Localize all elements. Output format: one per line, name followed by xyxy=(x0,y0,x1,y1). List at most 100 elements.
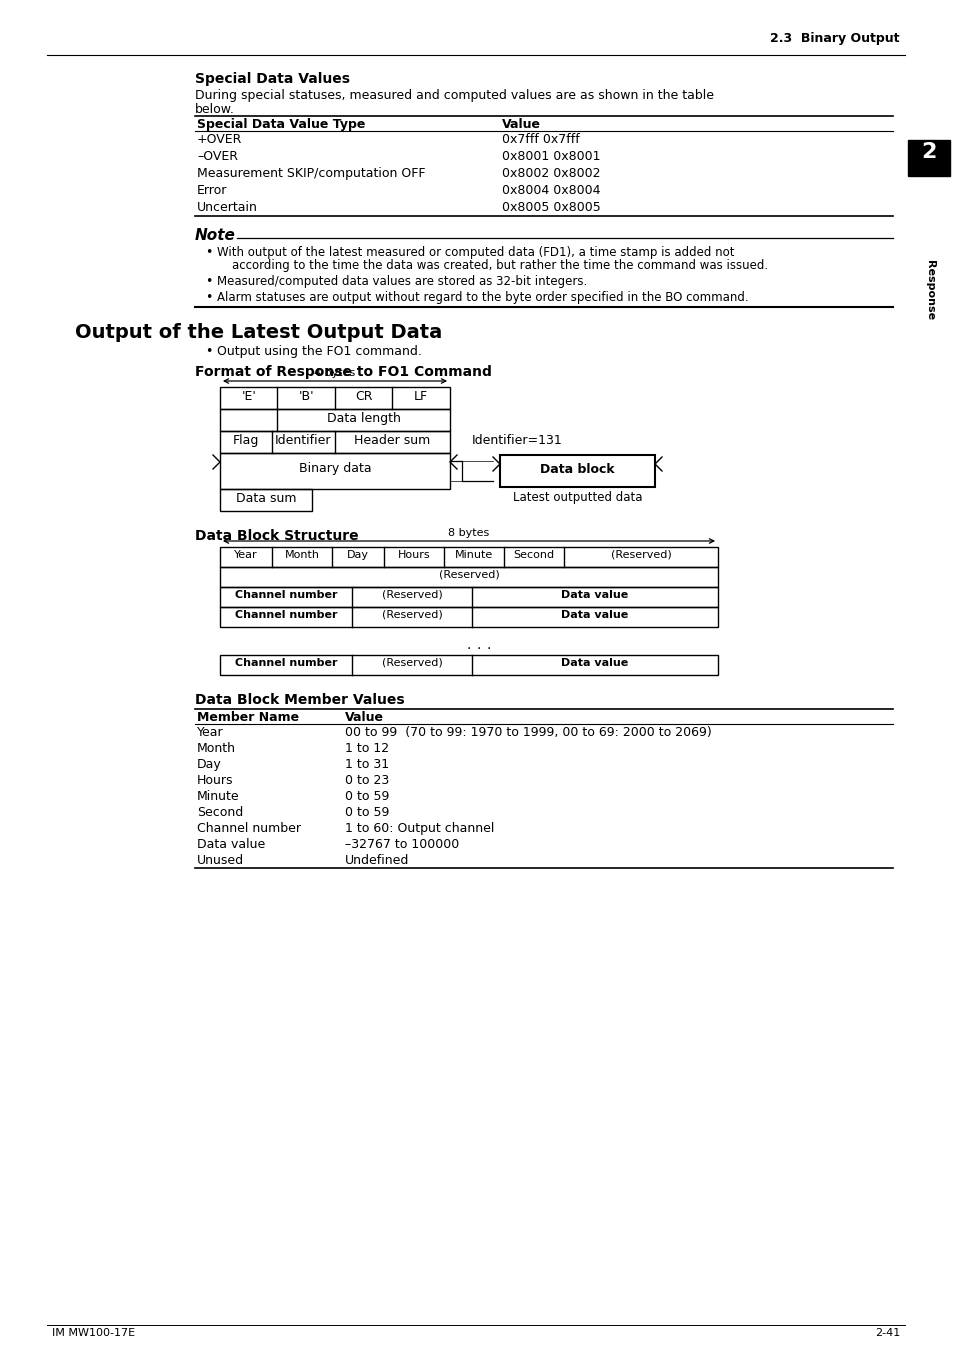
Text: Measurement SKIP/computation OFF: Measurement SKIP/computation OFF xyxy=(196,167,425,180)
Text: 1 to 60: Output channel: 1 to 60: Output channel xyxy=(345,822,494,836)
Text: 0 to 59: 0 to 59 xyxy=(345,806,389,819)
Text: Identifier=131: Identifier=131 xyxy=(472,433,562,447)
Text: according to the time the data was created, but rather the time the command was : according to the time the data was creat… xyxy=(216,259,767,271)
Text: Response: Response xyxy=(924,261,934,320)
Text: Output using the FO1 command.: Output using the FO1 command. xyxy=(216,346,421,358)
Text: •: • xyxy=(205,346,213,358)
Text: 0x8002 0x8002: 0x8002 0x8002 xyxy=(501,167,599,180)
Text: Second: Second xyxy=(196,806,243,819)
Bar xyxy=(220,489,312,512)
Text: 00 to 99  (70 to 99: 1970 to 1999, 00 to 69: 2000 to 2069): 00 to 99 (70 to 99: 1970 to 1999, 00 to … xyxy=(345,726,711,738)
Text: Data Block Member Values: Data Block Member Values xyxy=(194,693,404,707)
Text: 0x7fff 0x7fff: 0x7fff 0x7fff xyxy=(501,134,579,146)
Text: Special Data Values: Special Data Values xyxy=(194,72,350,86)
Text: Uncertain: Uncertain xyxy=(196,201,257,215)
Text: 0x8004 0x8004: 0x8004 0x8004 xyxy=(501,184,599,197)
Bar xyxy=(220,387,450,409)
Text: Data value: Data value xyxy=(560,610,628,620)
Text: •: • xyxy=(205,246,213,259)
Text: 'B': 'B' xyxy=(298,390,314,404)
Text: Measured/computed data values are stored as 32-bit integers.: Measured/computed data values are stored… xyxy=(216,275,587,288)
Text: Channel number: Channel number xyxy=(234,610,337,620)
Text: Header sum: Header sum xyxy=(354,433,430,447)
Text: Value: Value xyxy=(345,711,384,724)
Text: Year: Year xyxy=(233,549,257,560)
Bar xyxy=(907,140,949,176)
Text: Undefined: Undefined xyxy=(345,855,409,867)
Text: Binary data: Binary data xyxy=(298,462,371,475)
Text: 1 to 12: 1 to 12 xyxy=(345,743,389,755)
Text: Second: Second xyxy=(513,549,554,560)
Text: Hours: Hours xyxy=(196,774,233,787)
Text: Error: Error xyxy=(196,184,227,197)
Bar xyxy=(220,587,718,608)
Text: (Reserved): (Reserved) xyxy=(381,610,442,620)
Text: 1 to 31: 1 to 31 xyxy=(345,757,389,771)
Text: Data value: Data value xyxy=(560,590,628,599)
Bar xyxy=(499,455,655,487)
Text: 0x8001 0x8001: 0x8001 0x8001 xyxy=(501,150,599,163)
Text: With output of the latest measured or computed data (FD1), a time stamp is added: With output of the latest measured or co… xyxy=(216,246,734,259)
Text: 0 to 59: 0 to 59 xyxy=(345,790,389,803)
Text: 'E': 'E' xyxy=(241,390,256,404)
Text: Channel number: Channel number xyxy=(234,657,337,668)
Text: 2-41: 2-41 xyxy=(874,1328,899,1338)
Bar xyxy=(220,431,450,454)
Text: •: • xyxy=(205,275,213,288)
Text: 2: 2 xyxy=(921,142,936,162)
Text: Data value: Data value xyxy=(196,838,265,850)
Text: 8 bytes: 8 bytes xyxy=(448,528,489,539)
Text: CR: CR xyxy=(355,390,372,404)
Text: IM MW100-17E: IM MW100-17E xyxy=(52,1328,135,1338)
Text: Channel number: Channel number xyxy=(234,590,337,599)
Text: 4 bytes: 4 bytes xyxy=(314,369,355,378)
Text: Data Block Structure: Data Block Structure xyxy=(194,529,358,543)
Text: •: • xyxy=(205,292,213,304)
Text: Month: Month xyxy=(196,743,235,755)
Bar xyxy=(220,567,718,587)
Text: Latest outputted data: Latest outputted data xyxy=(512,491,641,504)
Text: Minute: Minute xyxy=(196,790,239,803)
Text: 2.3  Binary Output: 2.3 Binary Output xyxy=(770,32,899,45)
Text: Format of Response to FO1 Command: Format of Response to FO1 Command xyxy=(194,364,492,379)
Text: Minute: Minute xyxy=(455,549,493,560)
Text: (Reserved): (Reserved) xyxy=(438,570,498,580)
Text: (Reserved): (Reserved) xyxy=(381,590,442,599)
Text: Data value: Data value xyxy=(560,657,628,668)
Text: Day: Day xyxy=(196,757,221,771)
Text: –32767 to 100000: –32767 to 100000 xyxy=(345,838,458,850)
Text: Output of the Latest Output Data: Output of the Latest Output Data xyxy=(75,323,442,342)
Text: Alarm statuses are output without regard to the byte order specified in the BO c: Alarm statuses are output without regard… xyxy=(216,292,748,304)
Bar xyxy=(220,608,718,626)
Text: .: . xyxy=(466,639,471,652)
Text: 0x8005 0x8005: 0x8005 0x8005 xyxy=(501,201,600,215)
Text: Unused: Unused xyxy=(196,855,244,867)
Text: Year: Year xyxy=(196,726,223,738)
Bar xyxy=(220,409,450,431)
Text: During special statuses, measured and computed values are as shown in the table: During special statuses, measured and co… xyxy=(194,89,713,103)
Text: Flag: Flag xyxy=(233,433,259,447)
Text: Data length: Data length xyxy=(327,412,400,425)
Text: 0 to 23: 0 to 23 xyxy=(345,774,389,787)
Bar xyxy=(220,454,450,489)
Text: Data sum: Data sum xyxy=(235,491,296,505)
Text: below.: below. xyxy=(194,103,234,116)
Text: (Reserved): (Reserved) xyxy=(610,549,671,560)
Text: Special Data Value Type: Special Data Value Type xyxy=(196,117,365,131)
Text: Data block: Data block xyxy=(539,463,614,477)
Text: Identifier: Identifier xyxy=(274,433,332,447)
Text: Member Name: Member Name xyxy=(196,711,299,724)
Bar xyxy=(220,547,718,567)
Text: –OVER: –OVER xyxy=(196,150,237,163)
Text: Channel number: Channel number xyxy=(196,822,301,836)
Bar xyxy=(220,655,718,675)
Text: Value: Value xyxy=(501,117,540,131)
Text: Hours: Hours xyxy=(397,549,430,560)
Text: .: . xyxy=(486,639,491,652)
Text: .: . xyxy=(476,639,480,652)
Text: +OVER: +OVER xyxy=(196,134,242,146)
Text: (Reserved): (Reserved) xyxy=(381,657,442,668)
Text: Month: Month xyxy=(284,549,319,560)
Text: Note: Note xyxy=(194,228,235,243)
Text: LF: LF xyxy=(414,390,428,404)
